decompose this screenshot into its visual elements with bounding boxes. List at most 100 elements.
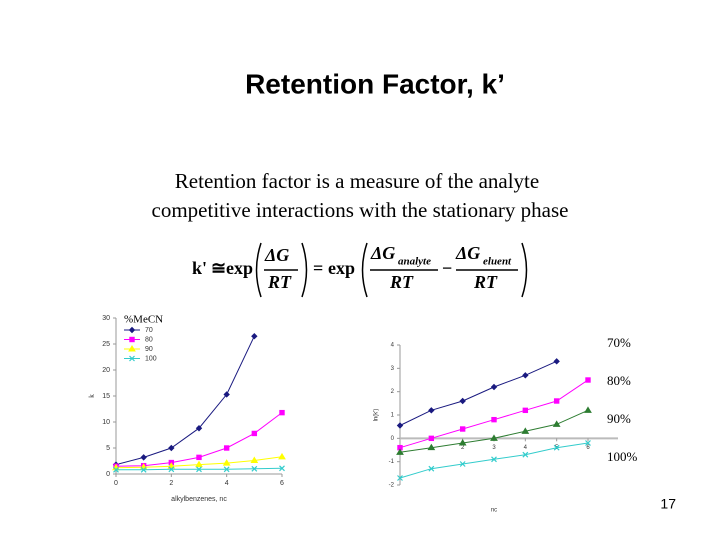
legend-label: 70 xyxy=(145,327,153,334)
y-tick-label: 4 xyxy=(391,343,395,349)
y-tick-label: 3 xyxy=(391,366,395,372)
x-tick-label: 2 xyxy=(169,480,173,487)
formula-part: k' xyxy=(192,258,207,278)
legend-title: %MeCN xyxy=(124,314,163,326)
data-point xyxy=(585,440,591,446)
data-point xyxy=(553,444,560,451)
legend-label: 70% xyxy=(607,335,631,350)
data-point xyxy=(251,430,258,437)
formula-part: RT xyxy=(473,272,498,292)
x-tick-label: 6 xyxy=(280,480,284,487)
data-point xyxy=(279,465,285,472)
data-point xyxy=(396,422,404,429)
y-tick-label: 0 xyxy=(391,436,395,442)
data-point xyxy=(585,377,591,383)
data-point xyxy=(196,466,202,473)
body-text: competitive interactions with the statio… xyxy=(152,198,569,222)
data-point xyxy=(427,443,436,451)
body-text: Retention factor is a measure of the ana… xyxy=(175,169,539,193)
formula-part: eluent xyxy=(483,256,512,268)
data-point xyxy=(250,456,259,463)
legend-marker xyxy=(129,336,135,343)
data-point xyxy=(196,454,202,461)
x-tick-label: 4 xyxy=(524,445,528,451)
data-point xyxy=(428,407,435,414)
series-line xyxy=(399,360,557,426)
y-tick-label: 2 xyxy=(391,389,395,395)
data-point xyxy=(459,426,466,432)
data-point xyxy=(140,454,147,461)
x-tick-label: 2 xyxy=(461,445,465,451)
x-axis-label: alkylbenzenes, nc xyxy=(171,496,227,503)
y-tick-label: 0 xyxy=(106,471,110,478)
formula-part: ΔG xyxy=(264,245,289,265)
x-tick-label: 3 xyxy=(492,445,496,451)
formula-part: − xyxy=(442,258,452,278)
data-point xyxy=(490,383,498,391)
formula: k' ≅ exp ΔG RT = exp ΔG analyte RT − ΔG … xyxy=(192,242,528,298)
y-tick-label: 25 xyxy=(102,341,110,348)
data-point xyxy=(251,332,258,340)
data-point xyxy=(167,462,176,469)
legend-marker xyxy=(128,345,136,352)
data-point xyxy=(223,445,230,451)
formula-part: ΔG xyxy=(370,243,395,263)
data-point xyxy=(459,397,466,405)
legend-label: 100% xyxy=(607,449,638,464)
formula-part: exp xyxy=(226,258,253,278)
data-point xyxy=(428,435,435,442)
data-point xyxy=(168,444,175,452)
data-point xyxy=(491,456,497,463)
slide-title: Retention Factor, k’ xyxy=(245,68,505,99)
data-point xyxy=(553,358,560,365)
y-axis-label: k xyxy=(89,394,96,398)
y-tick-label: 5 xyxy=(106,445,110,452)
data-point xyxy=(195,460,203,468)
data-point xyxy=(522,407,529,414)
data-point xyxy=(278,452,286,460)
data-point xyxy=(397,475,403,481)
formula-part: ≅ xyxy=(211,258,226,278)
legend-label: 100 xyxy=(145,355,157,362)
x-tick-label: 4 xyxy=(225,480,229,487)
data-point xyxy=(223,466,230,473)
slide-number: 17 xyxy=(660,496,676,512)
y-tick-label: 10 xyxy=(102,419,110,426)
data-point xyxy=(428,465,435,472)
legend-label: 80 xyxy=(145,336,153,343)
y-tick-label: 30 xyxy=(102,315,110,322)
legend-label: 90% xyxy=(607,411,631,426)
data-point xyxy=(222,459,231,466)
x-tick-label: 0 xyxy=(114,480,118,487)
y-tick-label: -2 xyxy=(389,483,395,489)
legend-label: 90 xyxy=(145,346,153,353)
data-point xyxy=(521,427,530,434)
formula-part: RT xyxy=(389,272,414,292)
data-point xyxy=(522,372,529,379)
formula-part: analyte xyxy=(398,256,431,268)
formula-part: = xyxy=(313,258,323,278)
data-point xyxy=(168,466,175,473)
formula-part: exp xyxy=(328,258,355,278)
legend-marker xyxy=(129,355,135,362)
data-point xyxy=(279,409,285,416)
data-point xyxy=(223,391,230,398)
formula-part: ΔG xyxy=(455,243,480,263)
x-tick-label: 6 xyxy=(586,445,590,451)
data-point xyxy=(491,416,497,423)
y-tick-label: 15 xyxy=(102,393,110,400)
y-axis-label: ln(k') xyxy=(374,409,380,422)
data-point xyxy=(140,466,147,473)
data-point xyxy=(396,448,404,455)
data-point xyxy=(459,461,466,467)
y-tick-label: 1 xyxy=(391,413,395,419)
data-point xyxy=(113,466,119,473)
data-point xyxy=(490,434,498,441)
x-axis-label: nc xyxy=(491,508,497,514)
y-tick-label: -1 xyxy=(389,459,395,465)
formula-part: RT xyxy=(267,272,292,292)
legend-marker xyxy=(128,326,136,334)
data-point xyxy=(553,398,560,404)
